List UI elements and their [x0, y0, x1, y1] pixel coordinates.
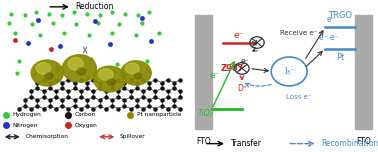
Circle shape: [134, 73, 142, 79]
Circle shape: [125, 63, 139, 74]
Circle shape: [77, 68, 85, 75]
Circle shape: [68, 58, 83, 70]
Text: Oxygen: Oxygen: [74, 123, 98, 128]
Text: Chemisorption: Chemisorption: [26, 134, 68, 139]
Text: e⁻: e⁻: [240, 57, 249, 66]
Text: Spillover: Spillover: [120, 134, 146, 139]
Bar: [355, 15, 372, 129]
Text: Nitrogen: Nitrogen: [12, 123, 38, 128]
Circle shape: [45, 73, 53, 79]
Text: Pt nanoparticle: Pt nanoparticle: [137, 112, 181, 117]
Text: TiO₂: TiO₂: [197, 109, 213, 119]
Text: FTO: FTO: [356, 137, 371, 146]
Circle shape: [99, 69, 113, 80]
Text: e⁻: e⁻: [209, 71, 220, 81]
Circle shape: [36, 63, 51, 74]
Text: FTO: FTO: [196, 137, 211, 146]
Text: e⁻ e⁻: e⁻ e⁻: [319, 33, 339, 43]
Text: TRGO: TRGO: [328, 11, 352, 20]
Text: Z907: Z907: [221, 64, 244, 73]
Text: Pt: Pt: [336, 53, 344, 62]
Text: e⁻: e⁻: [327, 15, 335, 24]
Text: Transfer: Transfer: [231, 139, 262, 148]
Text: e⁻: e⁻: [234, 31, 244, 40]
Bar: [195, 15, 212, 129]
Text: I₃⁻: I₃⁻: [284, 67, 295, 76]
Text: Carbon: Carbon: [74, 112, 96, 117]
Text: D⁺: D⁺: [237, 84, 247, 93]
Text: Reduction: Reduction: [76, 2, 114, 11]
Circle shape: [121, 61, 151, 85]
Text: Hydrogen: Hydrogen: [12, 112, 41, 117]
Circle shape: [94, 66, 125, 92]
Circle shape: [31, 60, 64, 86]
Circle shape: [107, 79, 116, 85]
Text: Recombination: Recombination: [321, 139, 378, 148]
Text: Loss e⁻: Loss e⁻: [286, 94, 311, 100]
Circle shape: [62, 55, 96, 82]
Text: Receive e⁻: Receive e⁻: [280, 30, 317, 36]
